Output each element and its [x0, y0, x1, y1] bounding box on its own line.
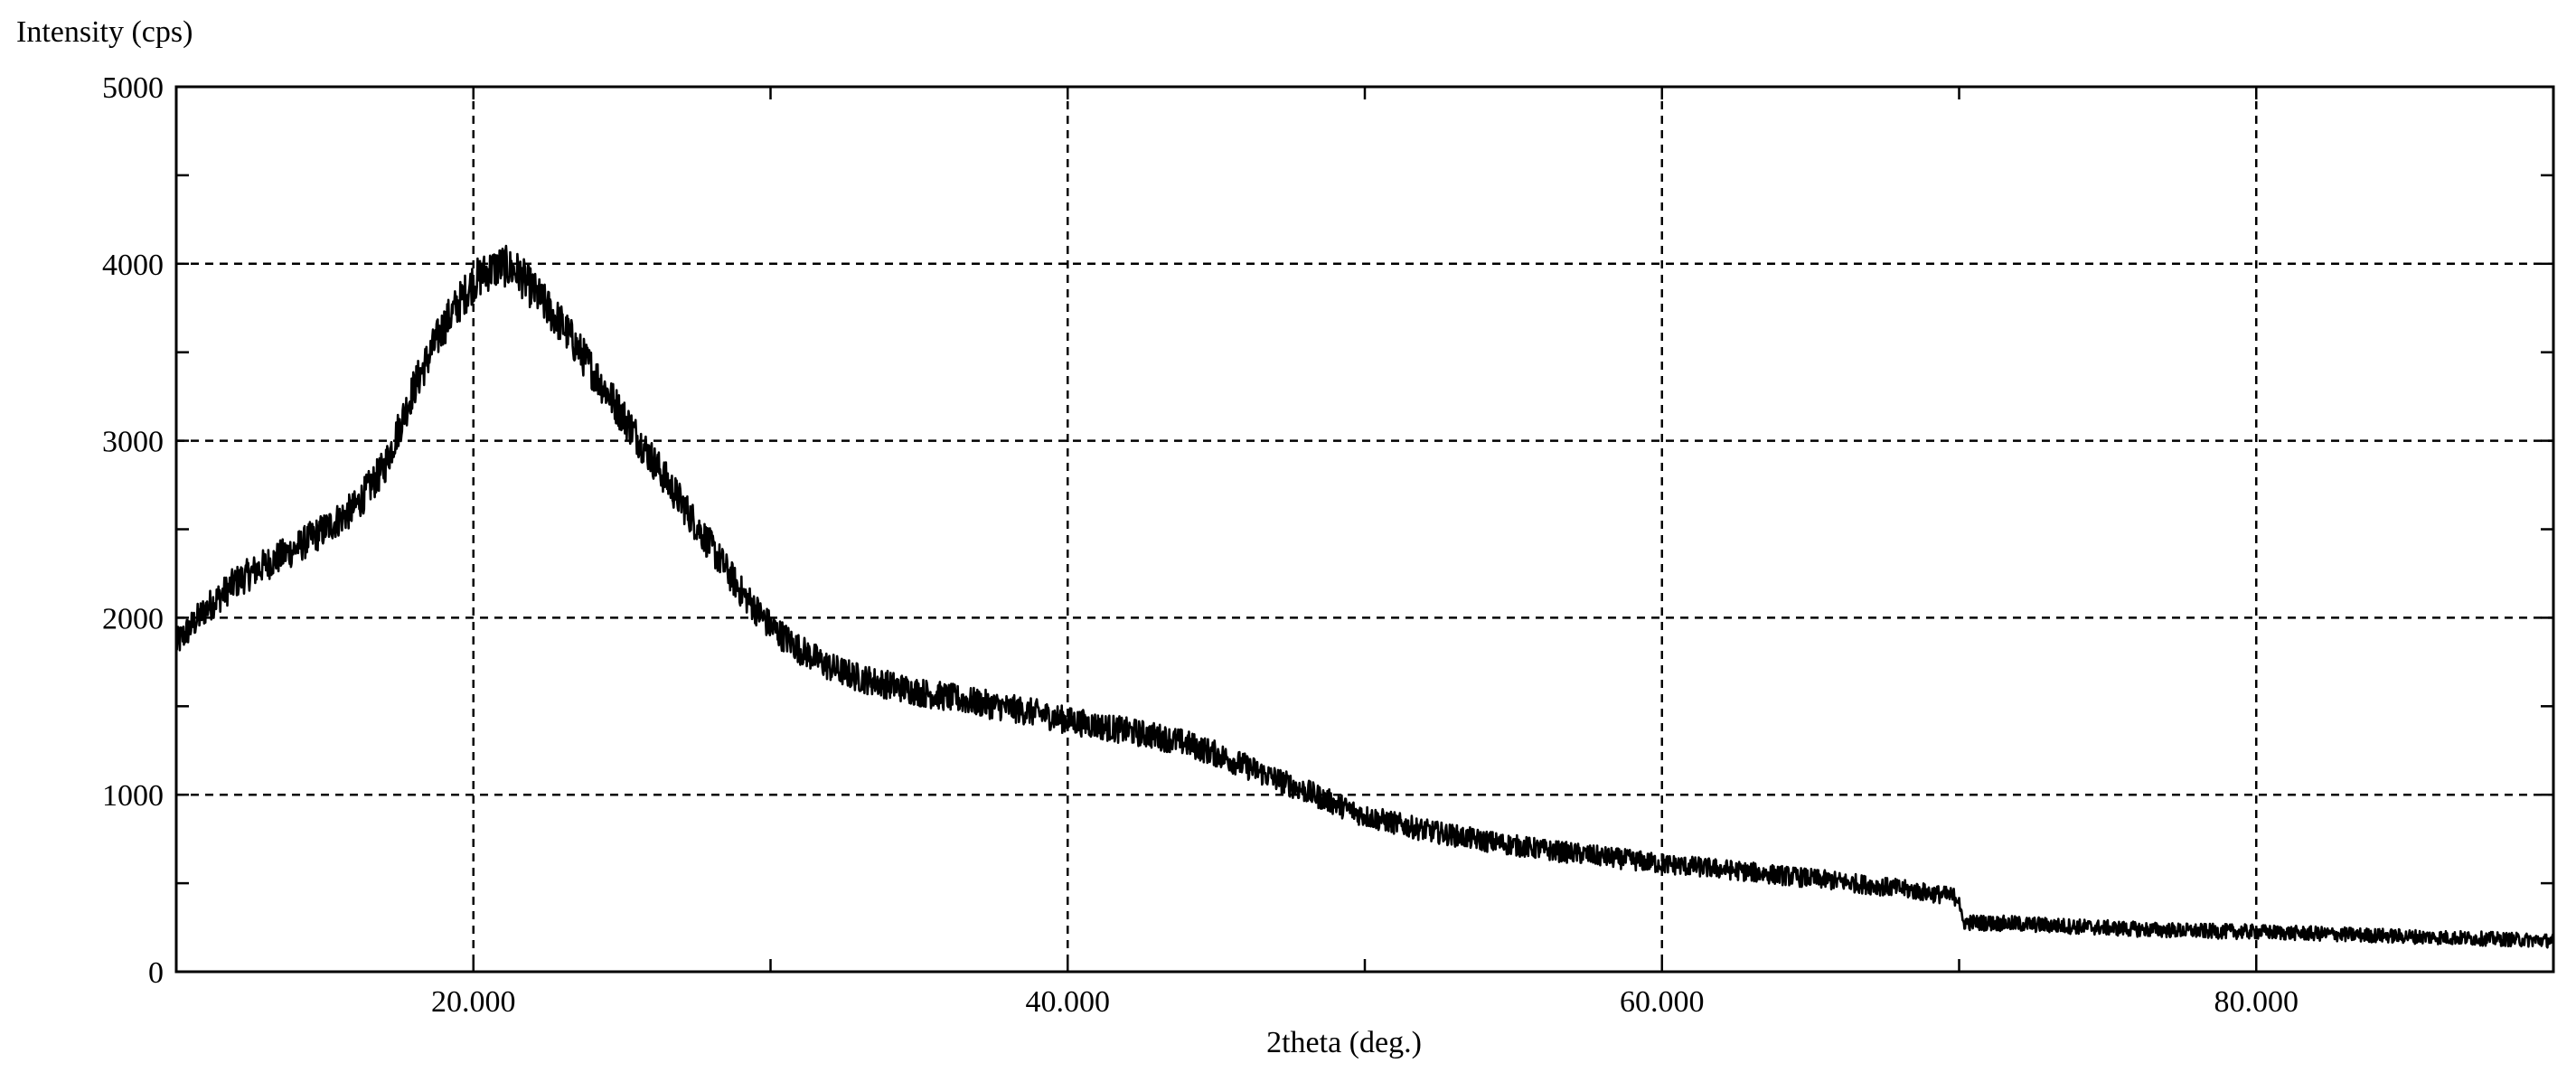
plot-frame [174, 85, 2555, 974]
y-tick-label: 5000 [102, 71, 164, 105]
x-tick-label: 40.000 [1026, 985, 1111, 1019]
y-tick-label: 1000 [102, 779, 164, 813]
series-layer [174, 244, 2555, 949]
grid [176, 87, 2553, 972]
tick-labels: 20.000 40.000 60.000 80.000 0 1000 2000 3000 400… [102, 71, 2299, 1019]
x-tick-label: 20.000 [431, 985, 516, 1019]
y-tick-label: 3000 [102, 426, 164, 459]
x-tick-label: 60.000 [1620, 985, 1705, 1019]
axis-ticks [174, 85, 2555, 974]
series-line [174, 244, 2555, 949]
y-tick-label: 2000 [102, 602, 164, 635]
x-tick-label: 80.000 [2214, 985, 2299, 1019]
y-tick-label: 4000 [102, 249, 164, 282]
y-tick-label: 0 [148, 956, 164, 990]
y-axis-title: Intensity (cps) [16, 15, 193, 49]
x-axis-title: 2theta (deg.) [1266, 1026, 1422, 1059]
